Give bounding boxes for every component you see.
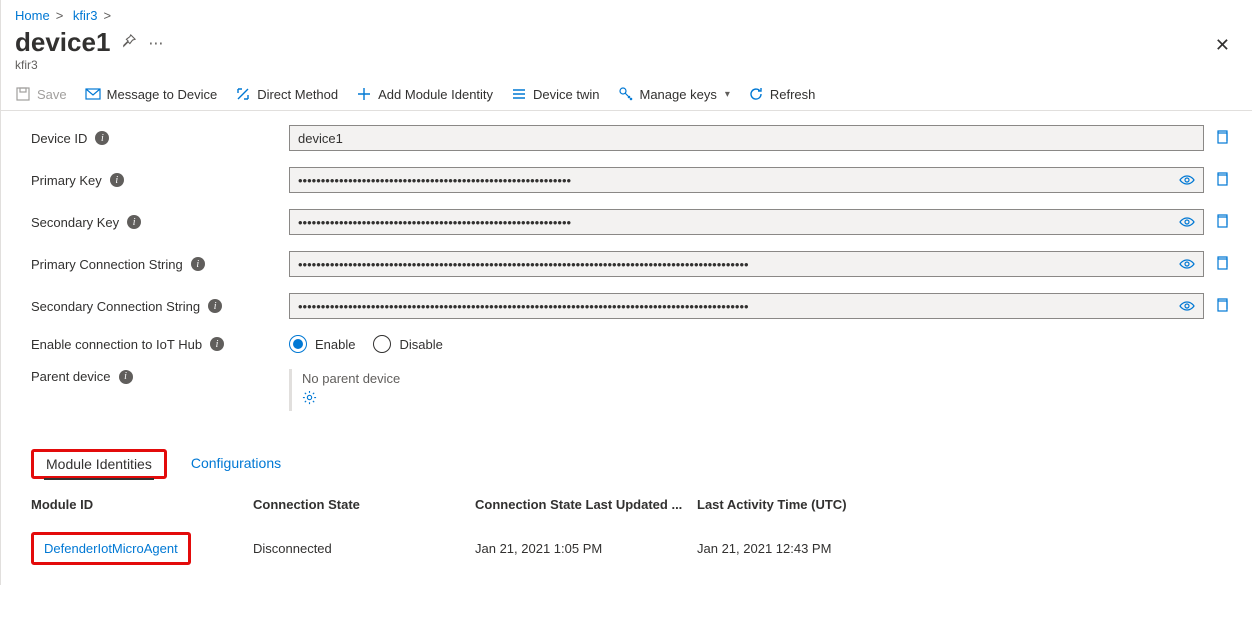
info-icon[interactable]: i <box>119 370 133 384</box>
parent-device-value: No parent device <box>302 371 400 386</box>
copy-icon[interactable] <box>1214 213 1232 231</box>
td-last-activity: Jan 21, 2021 12:43 PM <box>697 541 1222 556</box>
info-icon[interactable]: i <box>208 299 222 313</box>
copy-icon[interactable] <box>1214 129 1232 147</box>
direct-icon <box>235 86 251 102</box>
breadcrumb-home[interactable]: Home <box>15 8 50 23</box>
twin-icon <box>511 86 527 102</box>
save-button: Save <box>15 86 67 102</box>
tab-configurations[interactable]: Configurations <box>189 449 283 479</box>
eye-icon[interactable] <box>1179 256 1195 275</box>
module-link[interactable]: DefenderIotMicroAgent <box>44 541 178 556</box>
disable-radio[interactable]: Disable <box>373 335 442 353</box>
copy-icon[interactable] <box>1214 255 1232 273</box>
save-label: Save <box>37 87 67 102</box>
th-connection-state: Connection State <box>253 497 475 512</box>
toolbar: Save Message to Device Direct Method Add… <box>1 78 1252 111</box>
copy-icon[interactable] <box>1214 297 1232 315</box>
device-twin-button[interactable]: Device twin <box>511 86 599 102</box>
enable-conn-label: Enable connection to IoT Hub <box>31 337 202 352</box>
secondary-cs-input[interactable]: ••••••••••••••••••••••••••••••••••••••••… <box>289 293 1204 319</box>
tab-module-identities[interactable]: Module Identities <box>44 450 154 480</box>
message-button[interactable]: Message to Device <box>85 86 218 102</box>
page-title: device1 <box>15 27 110 58</box>
info-icon[interactable]: i <box>210 337 224 351</box>
device-id-input[interactable]: device1 <box>289 125 1204 151</box>
eye-icon[interactable] <box>1179 214 1195 233</box>
keys-icon <box>618 86 634 102</box>
plus-icon <box>356 86 372 102</box>
info-icon[interactable]: i <box>95 131 109 145</box>
th-conn-state-updated: Connection State Last Updated ... <box>475 497 697 512</box>
secondary-cs-label: Secondary Connection String <box>31 299 200 314</box>
chevron-down-icon: ▾ <box>725 89 730 100</box>
manage-keys-button[interactable]: Manage keys ▾ <box>618 86 730 102</box>
info-icon[interactable]: i <box>127 215 141 229</box>
td-connection-state: Disconnected <box>253 541 475 556</box>
primary-cs-input[interactable]: ••••••••••••••••••••••••••••••••••••••••… <box>289 251 1204 277</box>
close-icon[interactable]: ✕ <box>1215 27 1238 56</box>
enable-radio[interactable]: Enable <box>289 335 355 353</box>
more-icon[interactable]: ⋯ <box>148 34 163 52</box>
eye-icon[interactable] <box>1179 172 1195 191</box>
th-module-id: Module ID <box>31 497 253 512</box>
refresh-icon <box>748 86 764 102</box>
info-icon[interactable]: i <box>110 173 124 187</box>
twin-label: Device twin <box>533 87 599 102</box>
th-last-activity: Last Activity Time (UTC) <box>697 497 1222 512</box>
direct-method-button[interactable]: Direct Method <box>235 86 338 102</box>
primary-key-label: Primary Key <box>31 173 102 188</box>
pin-icon[interactable] <box>122 34 136 52</box>
refresh-button[interactable]: Refresh <box>748 86 816 102</box>
gear-icon[interactable] <box>302 392 317 409</box>
breadcrumb-kfir3[interactable]: kfir3 <box>73 8 98 23</box>
info-icon[interactable]: i <box>191 257 205 271</box>
breadcrumb: Home> kfir3> <box>1 0 1252 27</box>
td-conn-state-updated: Jan 21, 2021 1:05 PM <box>475 541 697 556</box>
refresh-label: Refresh <box>770 87 816 102</box>
direct-label: Direct Method <box>257 87 338 102</box>
table-row: DefenderIotMicroAgent Disconnected Jan 2… <box>31 532 1222 565</box>
secondary-key-input[interactable]: ••••••••••••••••••••••••••••••••••••••••… <box>289 209 1204 235</box>
message-label: Message to Device <box>107 87 218 102</box>
save-icon <box>15 86 31 102</box>
addmod-label: Add Module Identity <box>378 87 493 102</box>
parent-device-label: Parent device <box>31 369 111 384</box>
envelope-icon <box>85 86 101 102</box>
copy-icon[interactable] <box>1214 171 1232 189</box>
add-module-button[interactable]: Add Module Identity <box>356 86 493 102</box>
secondary-key-label: Secondary Key <box>31 215 119 230</box>
table-header-row: Module ID Connection State Connection St… <box>31 497 1222 512</box>
primary-cs-label: Primary Connection String <box>31 257 183 272</box>
eye-icon[interactable] <box>1179 298 1195 317</box>
primary-key-input[interactable]: ••••••••••••••••••••••••••••••••••••••••… <box>289 167 1204 193</box>
keys-label: Manage keys <box>640 87 717 102</box>
device-id-label: Device ID <box>31 131 87 146</box>
page-subtitle: kfir3 <box>15 58 163 72</box>
